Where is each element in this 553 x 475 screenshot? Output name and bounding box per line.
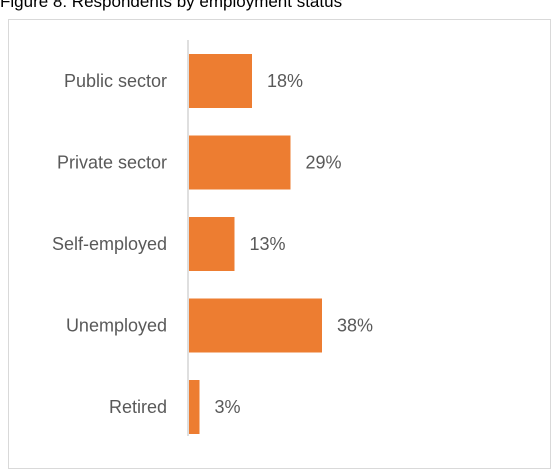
category-label: Self-employed bbox=[52, 234, 167, 254]
chart-frame bbox=[8, 19, 551, 469]
bar-private-sector bbox=[189, 135, 291, 190]
value-label: 29% bbox=[306, 153, 342, 173]
category-label: Retired bbox=[109, 397, 167, 417]
bar-self-employed bbox=[189, 217, 235, 271]
value-label: 3% bbox=[215, 397, 241, 417]
bars-layer bbox=[189, 54, 322, 434]
category-label: Unemployed bbox=[66, 316, 167, 336]
bar-retired bbox=[189, 380, 200, 434]
value-label: 18% bbox=[267, 71, 303, 91]
labels-layer: Public sector 18% Private sector 29% Self-em… bbox=[52, 71, 373, 417]
bar-public-sector bbox=[189, 54, 252, 108]
category-label: Private sector bbox=[57, 153, 167, 173]
value-label: 13% bbox=[250, 234, 286, 254]
value-label: 38% bbox=[337, 316, 373, 336]
bar-unemployed bbox=[189, 298, 322, 353]
category-label: Public sector bbox=[64, 71, 167, 91]
figure-title: Figure 8: Respondents by employment stat… bbox=[0, 0, 343, 11]
